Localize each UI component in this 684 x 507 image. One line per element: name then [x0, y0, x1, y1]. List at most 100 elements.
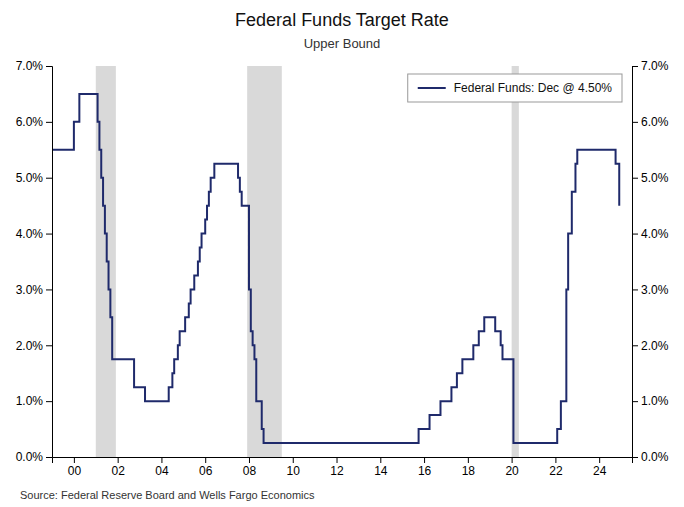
legend-swatch	[418, 87, 446, 89]
tick-mark	[632, 289, 638, 290]
tick-label: 1.0%	[16, 394, 44, 408]
tick-label: 16	[418, 464, 432, 478]
tick-label: 0.0%	[16, 450, 44, 464]
tick-label: 06	[199, 464, 213, 478]
axis-line	[46, 67, 53, 458]
tick: 12	[330, 457, 344, 478]
legend-frame	[408, 74, 622, 102]
tick-mark	[118, 457, 119, 463]
title: Federal Funds Target Rate	[235, 10, 449, 30]
tick: 16	[418, 457, 432, 478]
tick-mark	[46, 66, 52, 67]
tick-mark	[205, 457, 206, 463]
plot: 000204060810121416182022240.0%1.0%2.0%3.…	[16, 59, 669, 477]
tick: 5.0%	[632, 171, 669, 185]
tick: 10	[287, 457, 301, 478]
axis-line	[633, 67, 639, 458]
tick-mark	[424, 457, 425, 463]
tick: 04	[155, 457, 169, 478]
tick: 06	[199, 457, 213, 478]
tick-mark	[632, 178, 638, 179]
tick-label: 6.0%	[641, 115, 669, 129]
tick: 4.0%	[632, 227, 669, 241]
background	[0, 0, 684, 507]
tick-label: 3.0%	[16, 283, 44, 297]
tick: 7.0%	[16, 59, 52, 73]
tick-label: 4.0%	[16, 227, 44, 241]
tick-label: 3.0%	[641, 283, 669, 297]
tick-mark	[46, 289, 52, 290]
subtitle: Upper Bound	[304, 36, 381, 51]
tick: 18	[462, 457, 476, 478]
tick-label: 14	[374, 464, 388, 478]
tick-label: 12	[330, 464, 344, 478]
tick: 02	[111, 457, 125, 478]
tick-label: 08	[243, 464, 257, 478]
tick-mark	[512, 457, 513, 463]
axis-line	[53, 458, 633, 464]
tick: 24	[593, 457, 607, 478]
tick: 4.0%	[16, 227, 52, 241]
tick-mark	[632, 122, 638, 123]
tick-label: 24	[593, 464, 607, 478]
tick: 1.0%	[632, 394, 669, 408]
tick-mark	[599, 457, 600, 463]
chart: Federal Funds Target RateUpper Bound0002…	[0, 0, 684, 507]
tick-mark	[337, 457, 338, 463]
tick-mark	[46, 457, 52, 458]
tick-mark	[46, 178, 52, 179]
tick-mark	[161, 457, 162, 463]
x-axis: 00020406081012141618202224	[53, 457, 633, 478]
legend-label: Federal Funds: Dec @ 4.50%	[454, 81, 613, 95]
tick-label: 22	[549, 464, 563, 478]
legend: Federal Funds: Dec @ 4.50%	[408, 74, 622, 102]
tick-label: 4.0%	[641, 227, 669, 241]
tick: 3.0%	[632, 283, 669, 297]
tick-label: 18	[462, 464, 476, 478]
tick: 5.0%	[16, 171, 52, 185]
tick-mark	[46, 345, 52, 346]
y-axis: 0.0% 1.0% 2.0% 3.0% 4.0% 5.0% 6.0% 7.0%	[16, 59, 53, 464]
tick-label: 0.0%	[641, 450, 669, 464]
tick: 7.0%	[632, 59, 669, 73]
tick-mark	[632, 66, 638, 67]
tick-mark	[632, 345, 638, 346]
tick-label: 6.0%	[16, 115, 44, 129]
tick: 20	[505, 457, 519, 478]
tick-mark	[46, 401, 52, 402]
tick-mark	[468, 457, 469, 463]
marks	[52, 66, 619, 457]
tick: 2.0%	[632, 339, 669, 353]
tick-mark	[632, 457, 638, 458]
tick-mark	[632, 234, 638, 235]
tick-label: 2.0%	[641, 339, 669, 353]
tick-mark	[555, 457, 556, 463]
tick-mark	[632, 401, 638, 402]
tick: 0.0%	[632, 450, 669, 464]
tick-label: 7.0%	[641, 59, 669, 73]
tick-mark	[46, 122, 52, 123]
y2-axis: 0.0% 1.0% 2.0% 3.0% 4.0% 5.0% 6.0% 7.0%	[632, 59, 669, 464]
tick: 08	[243, 457, 257, 478]
tick-label: 20	[505, 464, 519, 478]
tick-mark	[293, 457, 294, 463]
recession-band	[247, 66, 282, 457]
tick-label: 7.0%	[16, 59, 44, 73]
tick-label: 02	[111, 464, 125, 478]
series-line	[52, 94, 619, 443]
tick-label: 5.0%	[16, 171, 44, 185]
tick-label: 04	[155, 464, 169, 478]
tick: 6.0%	[16, 115, 52, 129]
tick: 14	[374, 457, 388, 478]
source-note: Source: Federal Reserve Board and Wells …	[20, 489, 315, 501]
tick-mark	[249, 457, 250, 463]
tick: 2.0%	[16, 339, 52, 353]
tick: 3.0%	[16, 283, 52, 297]
tick-label: 5.0%	[641, 171, 669, 185]
tick-label: 1.0%	[641, 394, 669, 408]
tick: 6.0%	[632, 115, 669, 129]
tick-label: 10	[287, 464, 301, 478]
tick-mark	[74, 457, 75, 463]
legend-item: Federal Funds: Dec @ 4.50%	[418, 81, 613, 95]
tick: 22	[549, 457, 563, 478]
